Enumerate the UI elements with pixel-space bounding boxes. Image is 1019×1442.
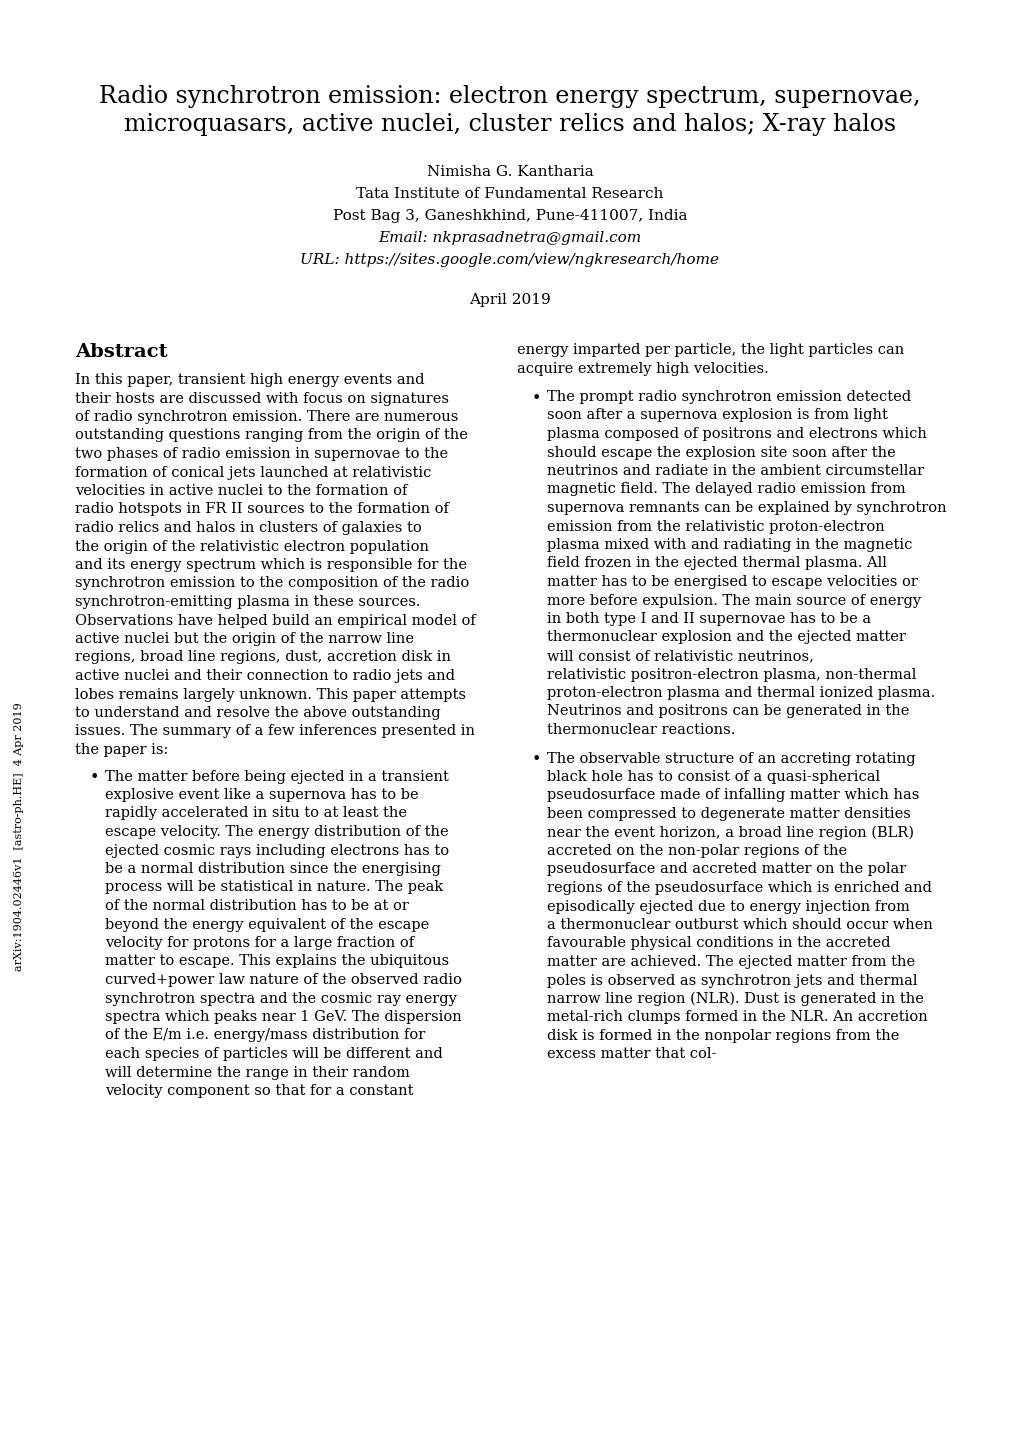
Text: explosive event like a supernova has to be: explosive event like a supernova has to … xyxy=(105,787,418,802)
Text: regions of the pseudosurface which is enriched and: regions of the pseudosurface which is en… xyxy=(546,881,931,895)
Text: The matter before being ejected in a transient: The matter before being ejected in a tra… xyxy=(105,770,448,783)
Text: Tata Institute of Fundamental Research: Tata Institute of Fundamental Research xyxy=(356,187,663,200)
Text: supernova remnants can be explained by synchrotron: supernova remnants can be explained by s… xyxy=(546,500,946,515)
Text: their hosts are discussed with focus on signatures: their hosts are discussed with focus on … xyxy=(75,391,448,405)
Text: in both type I and II supernovae has to be a: in both type I and II supernovae has to … xyxy=(546,611,870,626)
Text: curved+power law nature of the observed radio: curved+power law nature of the observed … xyxy=(105,973,462,986)
Text: two phases of radio emission in supernovae to the: two phases of radio emission in supernov… xyxy=(75,447,447,461)
Text: Abstract: Abstract xyxy=(75,343,167,360)
Text: a thermonuclear outburst which should occur when: a thermonuclear outburst which should oc… xyxy=(546,919,932,932)
Text: beyond the energy equivalent of the escape: beyond the energy equivalent of the esca… xyxy=(105,917,429,932)
Text: thermonuclear reactions.: thermonuclear reactions. xyxy=(546,722,735,737)
Text: narrow line region (NLR). Dust is generated in the: narrow line region (NLR). Dust is genera… xyxy=(546,992,923,1007)
Text: Neutrinos and positrons can be generated in the: Neutrinos and positrons can be generated… xyxy=(546,705,909,718)
Text: will consist of relativistic neutrinos,: will consist of relativistic neutrinos, xyxy=(546,649,813,663)
Text: emission from the relativistic proton-electron: emission from the relativistic proton-el… xyxy=(546,519,883,534)
Text: lobes remains largely unknown. This paper attempts: lobes remains largely unknown. This pape… xyxy=(75,688,466,701)
Text: URL: https://sites.google.com/view/ngkresearch/home: URL: https://sites.google.com/view/ngkre… xyxy=(301,252,718,267)
Text: energy imparted per particle, the light particles can: energy imparted per particle, the light … xyxy=(517,343,904,358)
Text: Email: nkprasadnetra@gmail.com: Email: nkprasadnetra@gmail.com xyxy=(378,231,641,245)
Text: arXiv:1904.02446v1  [astro-ph.HE]  4 Apr 2019: arXiv:1904.02446v1 [astro-ph.HE] 4 Apr 2… xyxy=(14,702,24,970)
Text: poles is observed as synchrotron jets and thermal: poles is observed as synchrotron jets an… xyxy=(546,973,917,988)
Text: issues. The summary of a few inferences presented in: issues. The summary of a few inferences … xyxy=(75,724,475,738)
Text: matter has to be energised to escape velocities or: matter has to be energised to escape vel… xyxy=(546,575,917,588)
Text: field frozen in the ejected thermal plasma. All: field frozen in the ejected thermal plas… xyxy=(546,557,886,571)
Text: the origin of the relativistic electron population: the origin of the relativistic electron … xyxy=(75,539,429,554)
Text: black hole has to consist of a quasi-spherical: black hole has to consist of a quasi-sph… xyxy=(546,770,879,784)
Text: Post Bag 3, Ganeshkhind, Pune-411007, India: Post Bag 3, Ganeshkhind, Pune-411007, In… xyxy=(332,209,687,224)
Text: regions, broad line regions, dust, accretion disk in: regions, broad line regions, dust, accre… xyxy=(75,650,450,665)
Text: velocity for protons for a large fraction of: velocity for protons for a large fractio… xyxy=(105,936,414,950)
Text: and its energy spectrum which is responsible for the: and its energy spectrum which is respons… xyxy=(75,558,467,572)
Text: metal-rich clumps formed in the NLR. An accretion: metal-rich clumps formed in the NLR. An … xyxy=(546,1011,927,1024)
Text: synchrotron spectra and the cosmic ray energy: synchrotron spectra and the cosmic ray e… xyxy=(105,992,457,1005)
Text: magnetic field. The delayed radio emission from: magnetic field. The delayed radio emissi… xyxy=(546,483,905,496)
Text: spectra which peaks near 1 GeV. The dispersion: spectra which peaks near 1 GeV. The disp… xyxy=(105,1009,462,1024)
Text: the paper is:: the paper is: xyxy=(75,743,168,757)
Text: episodically ejected due to energy injection from: episodically ejected due to energy injec… xyxy=(546,900,909,913)
Text: The observable structure of an accreting rotating: The observable structure of an accreting… xyxy=(546,751,915,766)
Text: outstanding questions ranging from the origin of the: outstanding questions ranging from the o… xyxy=(75,428,468,443)
Text: escape velocity. The energy distribution of the: escape velocity. The energy distribution… xyxy=(105,825,448,839)
Text: should escape the explosion site soon after the: should escape the explosion site soon af… xyxy=(546,446,895,460)
Text: thermonuclear explosion and the ejected matter: thermonuclear explosion and the ejected … xyxy=(546,630,905,645)
Text: formation of conical jets launched at relativistic: formation of conical jets launched at re… xyxy=(75,466,431,480)
Text: microquasars, active nuclei, cluster relics and halos; X-ray halos: microquasars, active nuclei, cluster rel… xyxy=(124,112,895,136)
Text: rapidly accelerated in situ to at least the: rapidly accelerated in situ to at least … xyxy=(105,806,407,820)
Text: pseudosurface and accreted matter on the polar: pseudosurface and accreted matter on the… xyxy=(546,862,905,877)
Text: soon after a supernova explosion is from light: soon after a supernova explosion is from… xyxy=(546,408,887,423)
Text: active nuclei and their connection to radio jets and: active nuclei and their connection to ra… xyxy=(75,669,454,684)
Text: plasma composed of positrons and electrons which: plasma composed of positrons and electro… xyxy=(546,427,926,441)
Text: each species of particles will be different and: each species of particles will be differ… xyxy=(105,1047,442,1061)
Text: of radio synchrotron emission. There are numerous: of radio synchrotron emission. There are… xyxy=(75,410,458,424)
Text: plasma mixed with and radiating in the magnetic: plasma mixed with and radiating in the m… xyxy=(546,538,911,552)
Text: excess matter that col-: excess matter that col- xyxy=(546,1047,715,1061)
Text: In this paper, transient high energy events and: In this paper, transient high energy eve… xyxy=(75,373,424,386)
Text: matter to escape. This explains the ubiquitous: matter to escape. This explains the ubiq… xyxy=(105,955,448,969)
Text: synchrotron-emitting plasma in these sources.: synchrotron-emitting plasma in these sou… xyxy=(75,596,420,609)
Text: •: • xyxy=(90,770,99,786)
Text: favourable physical conditions in the accreted: favourable physical conditions in the ac… xyxy=(546,936,890,950)
Text: velocities in active nuclei to the formation of: velocities in active nuclei to the forma… xyxy=(75,485,407,497)
Text: synchrotron emission to the composition of the radio: synchrotron emission to the composition … xyxy=(75,577,469,591)
Text: velocity component so that for a constant: velocity component so that for a constan… xyxy=(105,1084,413,1097)
Text: ejected cosmic rays including electrons has to: ejected cosmic rays including electrons … xyxy=(105,844,448,858)
Text: near the event horizon, a broad line region (BLR): near the event horizon, a broad line reg… xyxy=(546,825,913,839)
Text: Nimisha G. Kantharia: Nimisha G. Kantharia xyxy=(426,164,593,179)
Text: neutrinos and radiate in the ambient circumstellar: neutrinos and radiate in the ambient cir… xyxy=(546,464,923,477)
Text: Radio synchrotron emission: electron energy spectrum, supernovae,: Radio synchrotron emission: electron ene… xyxy=(99,85,920,108)
Text: April 2019: April 2019 xyxy=(469,293,550,307)
Text: process will be statistical in nature. The peak: process will be statistical in nature. T… xyxy=(105,881,443,894)
Text: will determine the range in their random: will determine the range in their random xyxy=(105,1066,410,1080)
Text: radio relics and halos in clusters of galaxies to: radio relics and halos in clusters of ga… xyxy=(75,521,421,535)
Text: relativistic positron-electron plasma, non-thermal: relativistic positron-electron plasma, n… xyxy=(546,668,915,682)
Text: active nuclei but the origin of the narrow line: active nuclei but the origin of the narr… xyxy=(75,632,414,646)
Text: accreted on the non-polar regions of the: accreted on the non-polar regions of the xyxy=(546,844,847,858)
Text: be a normal distribution since the energising: be a normal distribution since the energ… xyxy=(105,862,440,875)
Text: radio hotspots in FR II sources to the formation of: radio hotspots in FR II sources to the f… xyxy=(75,502,448,516)
Text: pseudosurface made of infalling matter which has: pseudosurface made of infalling matter w… xyxy=(546,789,918,803)
Text: more before expulsion. The main source of energy: more before expulsion. The main source o… xyxy=(546,594,920,607)
Text: proton-electron plasma and thermal ionized plasma.: proton-electron plasma and thermal ioniz… xyxy=(546,686,934,699)
Text: matter are achieved. The ejected matter from the: matter are achieved. The ejected matter … xyxy=(546,955,914,969)
Text: The prompt radio synchrotron emission detected: The prompt radio synchrotron emission de… xyxy=(546,389,910,404)
Text: of the normal distribution has to be at or: of the normal distribution has to be at … xyxy=(105,898,409,913)
Text: of the E/m i.e. energy/mass distribution for: of the E/m i.e. energy/mass distribution… xyxy=(105,1028,425,1043)
Text: acquire extremely high velocities.: acquire extremely high velocities. xyxy=(517,362,768,375)
Text: •: • xyxy=(532,751,541,769)
Text: Observations have helped build an empirical model of: Observations have helped build an empiri… xyxy=(75,613,475,627)
Text: disk is formed in the nonpolar regions from the: disk is formed in the nonpolar regions f… xyxy=(546,1030,899,1043)
Text: been compressed to degenerate matter densities: been compressed to degenerate matter den… xyxy=(546,808,910,820)
Text: to understand and resolve the above outstanding: to understand and resolve the above outs… xyxy=(75,707,440,720)
Text: •: • xyxy=(532,389,541,407)
